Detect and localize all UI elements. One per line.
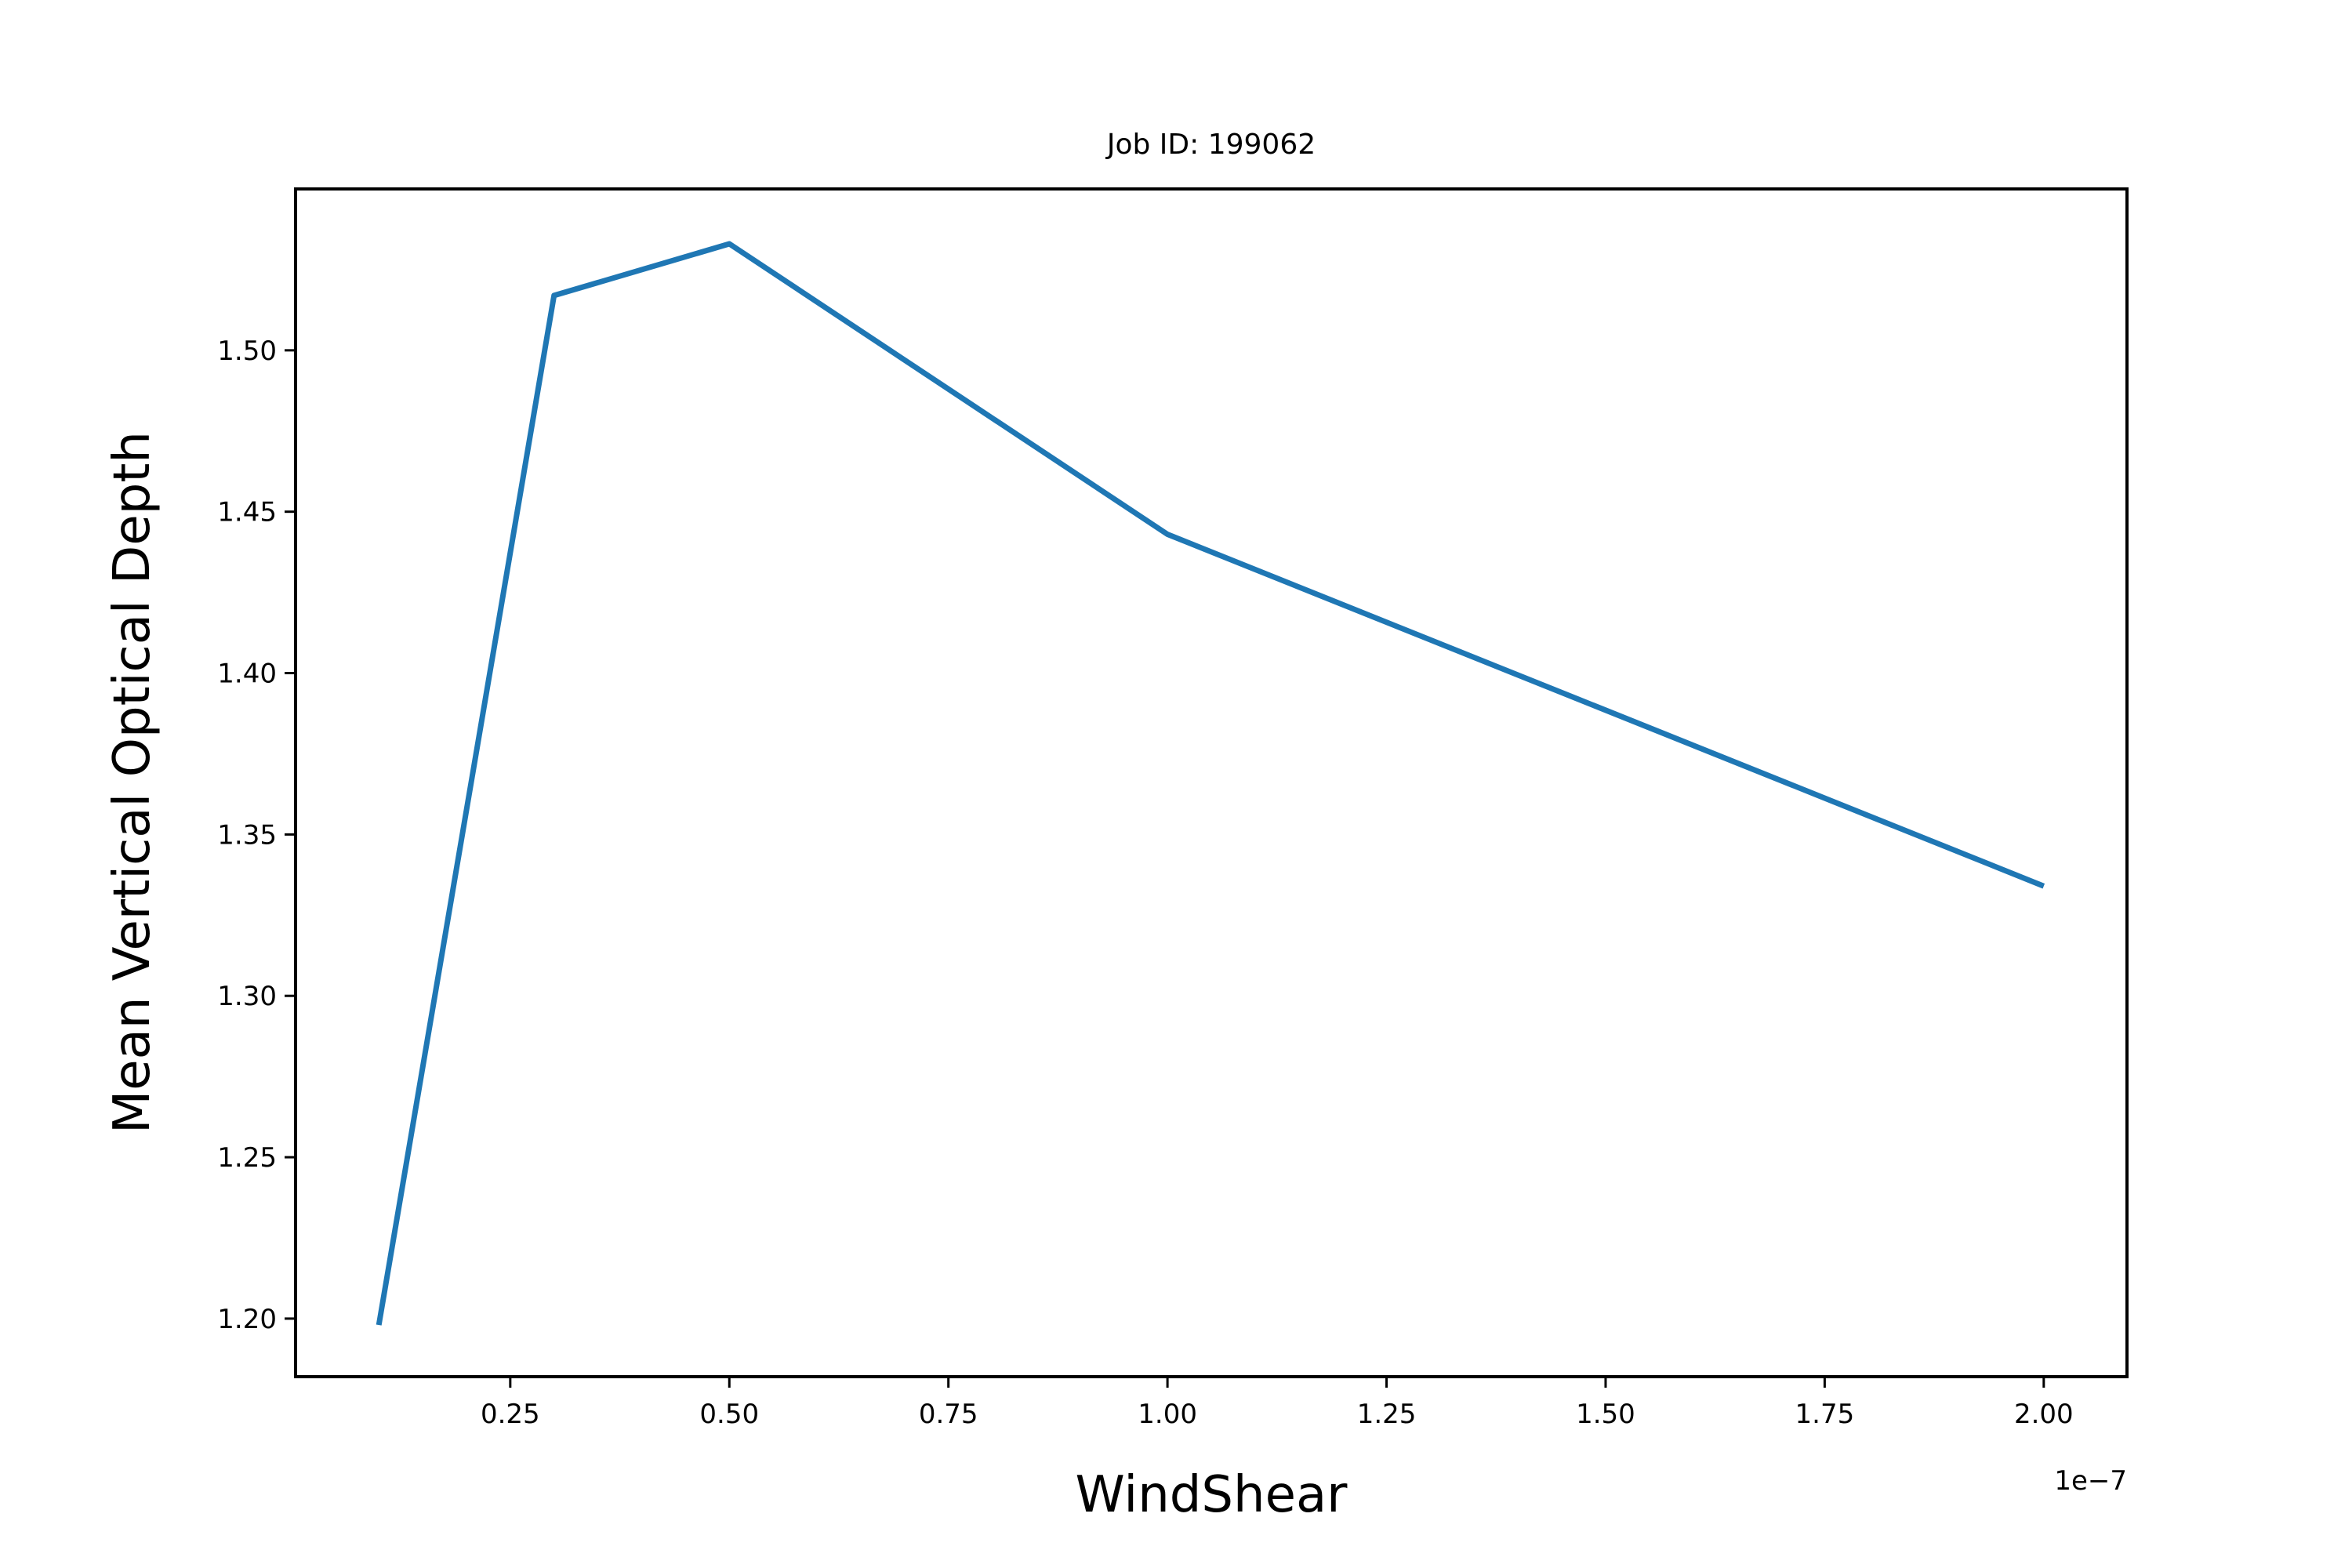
y-tick-label: 1.45 (217, 497, 277, 528)
x-axis-offset-label: 1e−7 (2054, 1465, 2127, 1497)
y-axis-ticks: 1.20 1.25 1.30 1.35 1.40 1.45 1.50 (217, 336, 296, 1335)
x-tick-label: 1.75 (1795, 1399, 1855, 1430)
x-axis-label: WindShear (1076, 1466, 1348, 1524)
y-tick-label: 1.50 (217, 336, 277, 367)
x-tick-label: 1.25 (1357, 1399, 1417, 1430)
plot-frame (294, 187, 2129, 1378)
y-axis-label: Mean Vertical Optical Depth (103, 431, 162, 1134)
series-line (376, 241, 2045, 1326)
y-tick-label: 1.25 (217, 1142, 277, 1174)
x-tick-label: 0.50 (699, 1399, 759, 1430)
x-tick-label: 0.75 (919, 1399, 978, 1430)
y-tick-label: 1.35 (217, 819, 277, 851)
x-tick-label: 1.50 (1576, 1399, 1635, 1430)
x-tick-label: 1.00 (1138, 1399, 1197, 1430)
y-tick-label: 1.40 (217, 659, 277, 690)
y-tick-label: 1.20 (217, 1304, 277, 1335)
series-layer (376, 241, 2045, 1326)
x-tick-label: 0.25 (481, 1399, 540, 1430)
x-axis-ticks: 0.25 0.50 0.75 1.00 1.25 1.50 1.75 2.00 (481, 1377, 2074, 1430)
chart-title: Job ID: 199062 (1105, 129, 1316, 161)
y-tick-label: 1.30 (217, 981, 277, 1012)
x-tick-label: 2.00 (2014, 1399, 2074, 1430)
